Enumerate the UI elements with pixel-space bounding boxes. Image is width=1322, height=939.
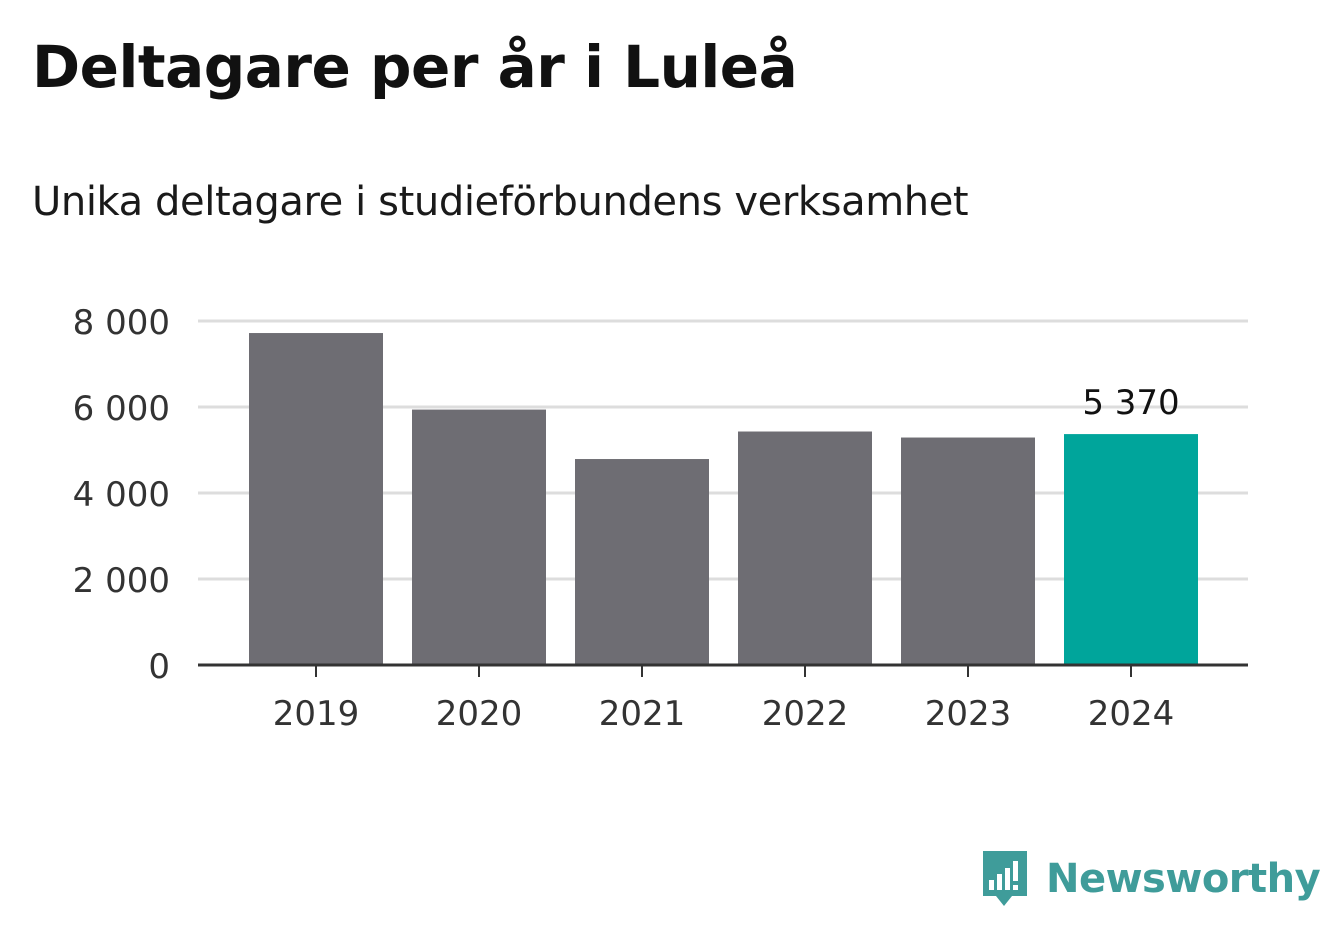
x-axis-tick-labels: 2019 2020 2021 2022 2023 2024 (273, 694, 1175, 734)
x-axis (198, 663, 1248, 677)
x-tick-label: 2020 (436, 694, 523, 734)
data-labels: 5 370 (1082, 383, 1179, 423)
y-tick-label: 6 000 (73, 389, 170, 429)
x-tick-label: 2023 (925, 694, 1012, 734)
bar-2023 (901, 437, 1035, 665)
y-tick-label: 8 000 (73, 303, 170, 343)
newsworthy-logo: Newsworthy (980, 848, 1321, 910)
bars (249, 333, 1198, 665)
bar-2022 (738, 431, 872, 665)
brand-name: Newsworthy (1046, 856, 1321, 902)
x-tick-label: 2021 (599, 694, 686, 734)
x-tick-label: 2024 (1088, 694, 1175, 734)
chart-title: Deltagare per år i Luleå (32, 33, 798, 101)
bar-2020 (412, 409, 546, 665)
bar-chart-speech-bubble-icon (983, 851, 1027, 906)
bar-2021 (575, 459, 709, 665)
x-tick-label: 2022 (762, 694, 849, 734)
chart-subtitle: Unika deltagare i studieförbundens verks… (32, 179, 969, 225)
y-tick-label: 0 (148, 647, 170, 687)
x-tick-label: 2019 (273, 694, 360, 734)
bar-2019 (249, 333, 383, 665)
bar-2024 (1064, 434, 1198, 665)
y-tick-label: 2 000 (73, 561, 170, 601)
data-label: 5 370 (1082, 383, 1179, 423)
y-tick-label: 4 000 (73, 475, 170, 515)
y-axis-tick-labels: 0 2 000 4 000 6 000 8 000 (73, 303, 170, 687)
